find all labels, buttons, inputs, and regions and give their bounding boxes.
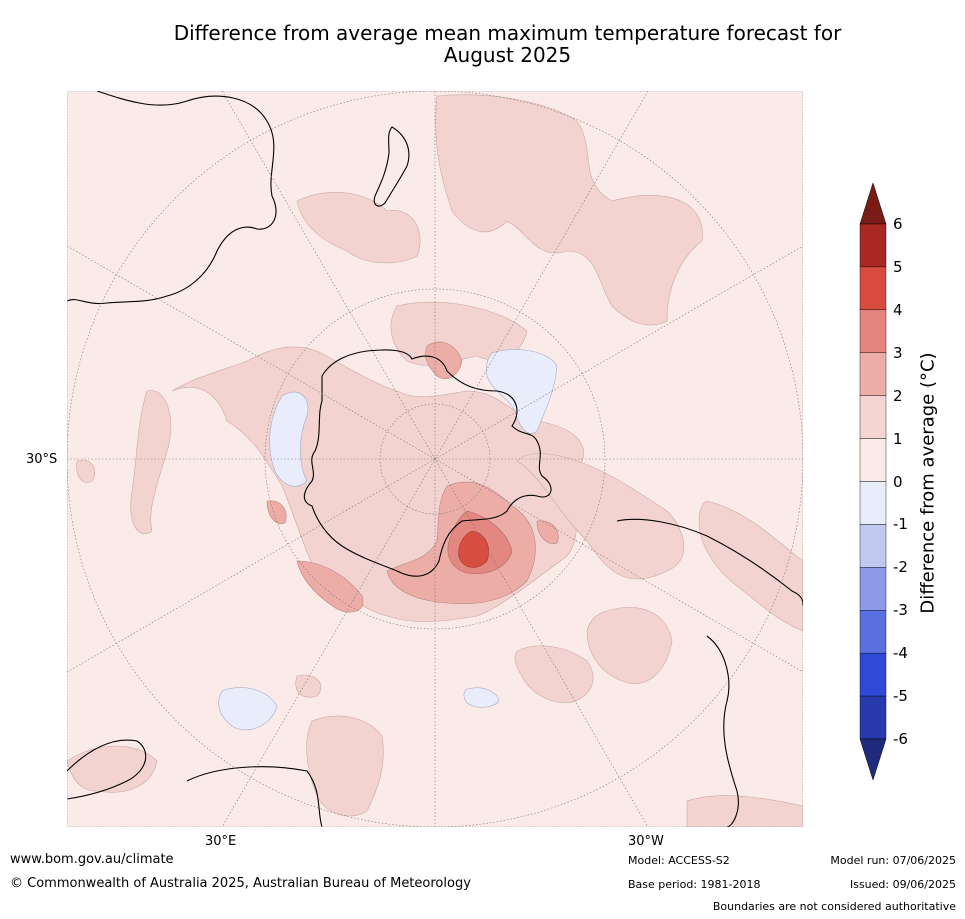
colorbar-segment [859, 524, 887, 568]
lon-label-30e: 30°E [205, 834, 237, 849]
anomaly-cool-regions [218, 349, 558, 731]
new-zealand-coastline [373, 126, 410, 207]
colorbar-segment [859, 395, 887, 439]
colorbar [859, 182, 887, 781]
graticule [67, 91, 803, 827]
colorbar-segment [859, 223, 887, 268]
colorbar-tick-label: -5 [893, 687, 908, 706]
colorbar-tick-label: -3 [893, 601, 908, 620]
footer-disclaimer: Boundaries are not considered authoritat… [712, 900, 956, 913]
colorbar-tick-label: -1 [893, 515, 908, 534]
colorbar-tick-label: -4 [893, 644, 908, 663]
colorbar-segment [859, 309, 887, 353]
title-line-2: August 2025 [443, 43, 572, 67]
colorbar-segment [859, 438, 887, 482]
colorbar-tick-label: 6 [893, 215, 903, 233]
colorbar-segment [859, 481, 887, 525]
colorbar-segment [859, 266, 887, 311]
colorbar-title: Difference from average (°C) [917, 352, 939, 614]
polar-map [67, 91, 803, 827]
colorbar-tick-label: 1 [893, 429, 903, 448]
footer-issued: Issued: 09/06/2025 [849, 878, 956, 891]
colorbar-extend-high [859, 182, 887, 225]
colorbar-segment [859, 652, 887, 697]
colorbar-tick-label: -2 [893, 558, 908, 577]
colorbar-tick-label: -6 [893, 730, 908, 748]
colorbar-segment [859, 567, 887, 611]
anomaly-4-5-regions [458, 530, 489, 568]
colorbar-segment [859, 695, 887, 740]
colorbar-segment [859, 352, 887, 396]
footer-model: Model: ACCESS-S2 [628, 854, 730, 867]
footer-base-period: Base period: 1981-2018 [628, 878, 761, 891]
colorbar-tick-label: 4 [893, 300, 903, 319]
footer-website[interactable]: www.bom.gov.au/climate [10, 852, 174, 867]
australia-coastline [67, 91, 277, 305]
footer-model-run: Model run: 07/06/2025 [830, 854, 956, 867]
coastlines [67, 91, 803, 827]
colorbar-tick-label: 5 [893, 257, 903, 276]
map-title: Difference from average mean maximum tem… [60, 22, 955, 66]
colorbar-tick-label: 0 [893, 472, 903, 491]
africa-coastline [67, 739, 323, 827]
lon-label-30w: 30°W [628, 834, 664, 849]
colorbar-tick-label: 3 [893, 343, 903, 362]
south-america-coastline [616, 518, 803, 827]
colorbar-segment [859, 610, 887, 654]
colorbar-extend-low [859, 738, 887, 781]
lat-label-30s: 30°S [26, 452, 58, 467]
footer-copyright: © Commonwealth of Australia 2025, Austra… [10, 876, 471, 891]
colorbar-tick-label: 2 [893, 386, 903, 405]
title-line-1: Difference from average mean maximum tem… [173, 21, 842, 45]
antarctica-coastline [303, 349, 552, 577]
